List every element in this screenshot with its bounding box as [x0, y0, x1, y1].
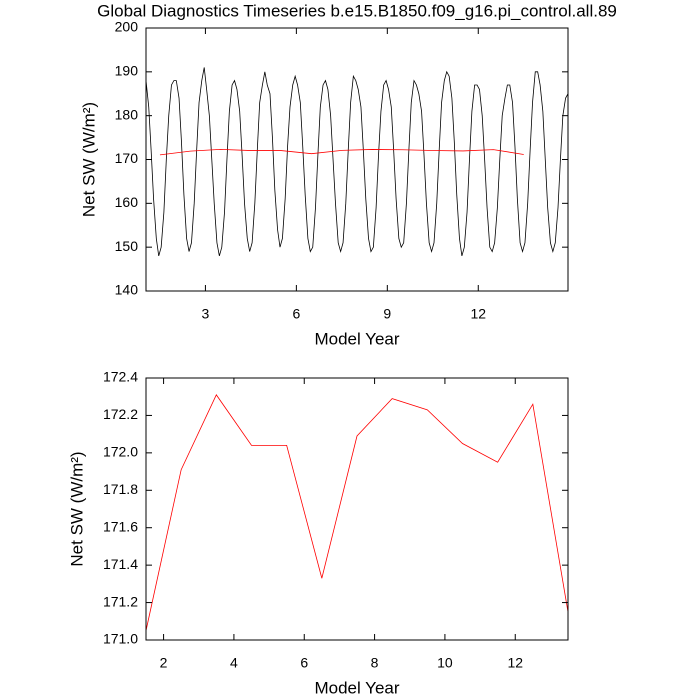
y-tick-label: 172.2 — [103, 406, 138, 422]
y-tick-label: 180 — [115, 106, 139, 122]
y-tick-label: 171.2 — [103, 593, 138, 609]
x-tick-label: 6 — [300, 655, 308, 671]
x-tick-label: 2 — [160, 655, 168, 671]
y-axis-label: Net SW (W/m²) — [67, 451, 86, 566]
y-axis-label: Net SW (W/m²) — [79, 102, 98, 217]
x-tick-label: 3 — [202, 306, 210, 322]
y-tick-label: 171.4 — [103, 556, 138, 572]
data-line — [159, 148, 524, 156]
y-tick-label: 171.8 — [103, 481, 138, 497]
data-line — [145, 394, 569, 631]
x-tick-label: 10 — [437, 655, 453, 671]
y-tick-label: 160 — [115, 194, 139, 210]
x-axis-label: Model Year — [314, 678, 399, 697]
x-tick-label: 8 — [371, 655, 379, 671]
data-line — [145, 67, 569, 257]
y-tick-label: 171.6 — [103, 518, 138, 534]
y-tick-label: 190 — [115, 63, 139, 79]
x-tick-label: 12 — [470, 306, 486, 322]
y-tick-label: 150 — [115, 238, 139, 254]
y-tick-label: 172.0 — [103, 444, 138, 460]
x-tick-label: 4 — [230, 655, 238, 671]
plot-frame — [145, 377, 569, 641]
chart-title: Global Diagnostics Timeseries b.e15.B185… — [97, 1, 617, 20]
y-tick-label: 200 — [115, 19, 139, 35]
y-tick-label: 140 — [115, 282, 139, 298]
x-tick-label: 12 — [507, 655, 523, 671]
x-axis-label: Model Year — [314, 329, 399, 348]
y-tick-label: 171.0 — [103, 631, 138, 647]
y-tick-label: 170 — [115, 150, 139, 166]
x-tick-label: 9 — [383, 306, 391, 322]
y-tick-label: 172.4 — [103, 369, 138, 385]
x-tick-label: 6 — [292, 306, 300, 322]
